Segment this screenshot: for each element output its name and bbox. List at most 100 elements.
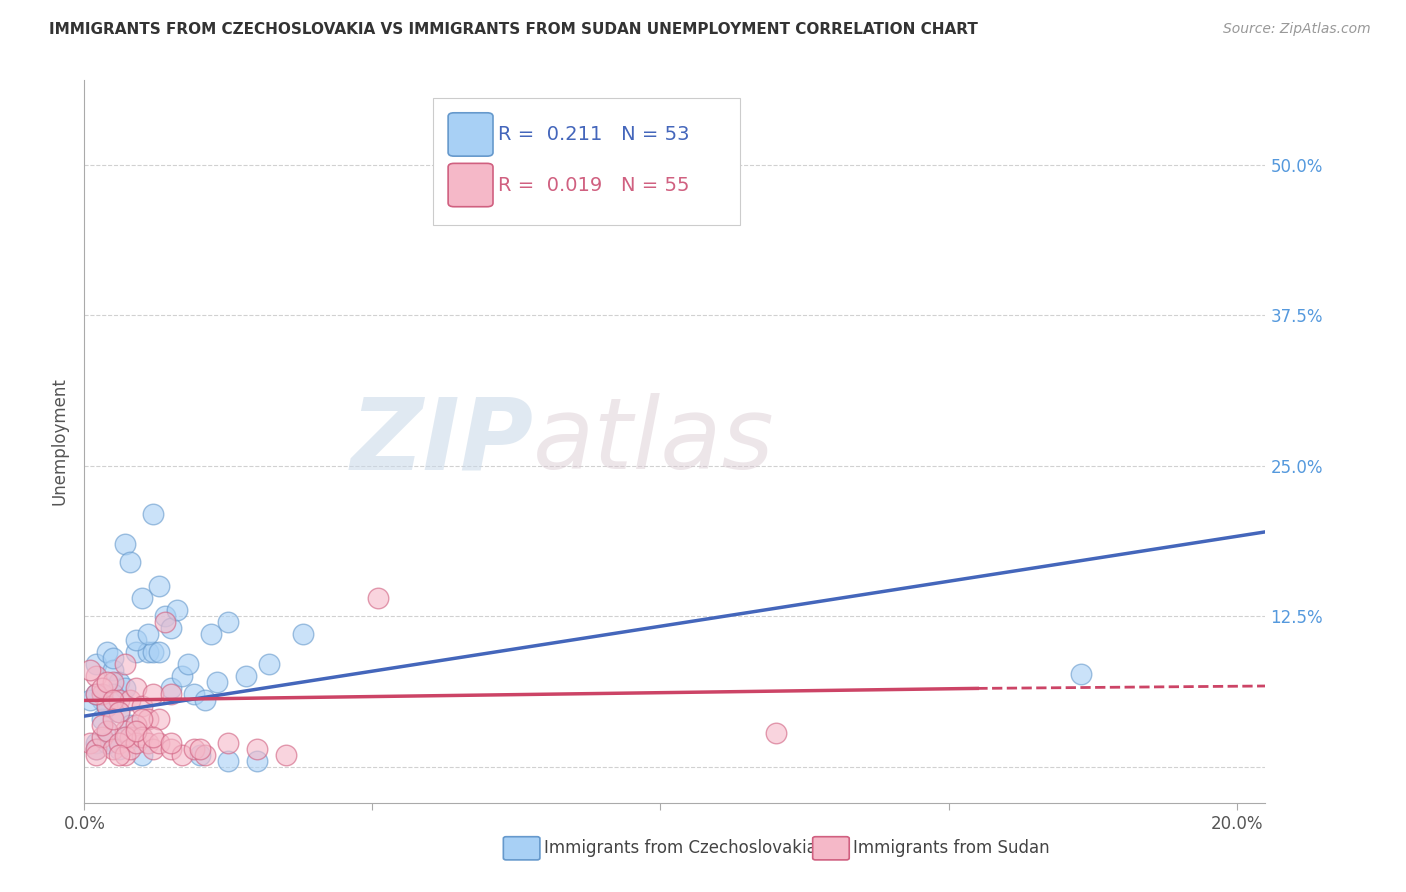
Point [125, 723, 148, 738]
Point [153, 609, 176, 624]
Point [90, 687, 112, 701]
Point [79, 664, 101, 678]
Point [292, 627, 315, 641]
Point [108, 706, 131, 720]
Point [148, 579, 170, 593]
Point [274, 747, 297, 762]
Point [101, 687, 124, 701]
Point [159, 735, 181, 749]
Point [96, 735, 118, 749]
Text: atlas: atlas [533, 393, 775, 490]
Point [148, 645, 170, 659]
Point [108, 741, 131, 756]
Point [90, 712, 112, 726]
Point [114, 747, 136, 762]
Point [148, 735, 170, 749]
Point [217, 735, 239, 749]
Point [131, 591, 153, 605]
FancyBboxPatch shape [449, 163, 494, 207]
Point [159, 681, 181, 696]
Point [84, 741, 107, 756]
Point [114, 730, 136, 744]
Point [108, 693, 131, 707]
Point [142, 645, 165, 659]
Point [131, 699, 153, 714]
Point [246, 741, 269, 756]
Text: Immigrants from Czechoslovakia: Immigrants from Czechoslovakia [544, 839, 817, 857]
Point [96, 723, 118, 738]
Point [125, 717, 148, 731]
Point [217, 615, 239, 630]
Point [108, 675, 131, 690]
FancyBboxPatch shape [449, 112, 494, 156]
Point [96, 723, 118, 738]
Point [101, 693, 124, 707]
Point [114, 657, 136, 672]
Point [90, 681, 112, 696]
Point [188, 741, 211, 756]
Text: R =  0.211   N = 53: R = 0.211 N = 53 [498, 125, 689, 144]
Point [108, 706, 131, 720]
Point [142, 507, 165, 521]
Point [205, 675, 228, 690]
Point [148, 712, 170, 726]
Point [1070, 667, 1092, 681]
Point [120, 555, 142, 569]
Y-axis label: Unemployment: Unemployment [51, 377, 69, 506]
Point [159, 741, 181, 756]
Point [101, 741, 124, 756]
Point [125, 681, 148, 696]
Point [84, 687, 107, 701]
Point [125, 633, 148, 648]
Point [90, 693, 112, 707]
Point [120, 741, 142, 756]
Point [90, 687, 112, 701]
Point [114, 730, 136, 744]
Point [159, 621, 181, 635]
Point [84, 735, 107, 749]
Point [114, 537, 136, 551]
Point [84, 741, 107, 756]
Text: Source: ZipAtlas.com: Source: ZipAtlas.com [1223, 22, 1371, 37]
Point [183, 687, 205, 701]
FancyBboxPatch shape [433, 98, 740, 225]
Point [200, 627, 222, 641]
Point [101, 675, 124, 690]
Point [96, 699, 118, 714]
Point [159, 687, 181, 701]
Point [194, 693, 217, 707]
Point [125, 735, 148, 749]
Point [101, 712, 124, 726]
Point [235, 669, 257, 683]
Point [765, 726, 787, 740]
Point [172, 669, 194, 683]
Point [172, 747, 194, 762]
Point [367, 591, 389, 605]
Point [96, 645, 118, 659]
Point [79, 693, 101, 707]
Point [96, 699, 118, 714]
Point [131, 730, 153, 744]
Point [142, 730, 165, 744]
Point [136, 627, 159, 641]
Point [114, 681, 136, 696]
Point [96, 675, 118, 690]
Point [120, 693, 142, 707]
Point [125, 645, 148, 659]
Point [194, 747, 217, 762]
Point [108, 735, 131, 749]
Point [84, 657, 107, 672]
Point [136, 712, 159, 726]
Point [436, 200, 458, 214]
Point [136, 645, 159, 659]
Point [131, 712, 153, 726]
Point [153, 615, 176, 630]
Point [131, 747, 153, 762]
Point [79, 735, 101, 749]
Point [90, 717, 112, 731]
Point [101, 651, 124, 665]
Point [84, 747, 107, 762]
Point [136, 735, 159, 749]
Point [188, 747, 211, 762]
Point [120, 717, 142, 731]
